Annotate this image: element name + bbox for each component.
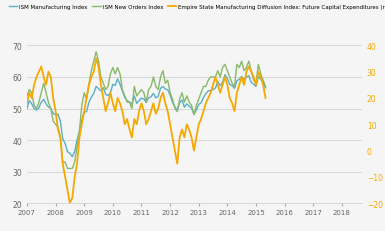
ISM New Orders Index: [208, 76, 213, 79]
Empire State Manufacturing Diffusion Index: Future Capital Expenditures (right): (2.01e+03, 28): Future Capital Expenditures (right): (2.…: [41, 76, 46, 79]
Empire State Manufacturing Diffusion Index: Future Capital Expenditures (right): (2.01e+03, 18): Future Capital Expenditures (right): (2.…: [25, 102, 29, 105]
Empire State Manufacturing Diffusion Index: Future Capital Expenditures (right): (2.02e+03, 20): Future Capital Expenditures (right): (2.…: [263, 97, 268, 100]
Legend: ISM Manufacturing Index, ISM New Orders Index, Empire State Manufacturing Diffus: ISM Manufacturing Index, ISM New Orders …: [7, 3, 385, 12]
ISM New Orders Index: [65, 167, 70, 170]
ISM New Orders Index: [196, 98, 201, 101]
Empire State Manufacturing Diffusion Index: Future Capital Expenditures (right): (2.01e+03, 35): Future Capital Expenditures (right): (2.…: [94, 58, 99, 61]
ISM New Orders Index: [172, 108, 177, 110]
ISM Manufacturing Index: [25, 108, 29, 110]
ISM Manufacturing Index: [137, 100, 141, 103]
ISM Manufacturing Index: [194, 109, 199, 112]
Empire State Manufacturing Diffusion Index: Future Capital Expenditures (right): (2.01e+03, -20): Future Capital Expenditures (right): (2.…: [68, 202, 72, 205]
Empire State Manufacturing Diffusion Index: Future Capital Expenditures (right): (2.01e+03, 18): Future Capital Expenditures (right): (2.…: [139, 102, 144, 105]
ISM New Orders Index: [139, 89, 144, 91]
ISM Manufacturing Index: [206, 90, 211, 93]
ISM New Orders Index: [25, 95, 29, 98]
ISM New Orders Index: [87, 82, 91, 85]
ISM New Orders Index: [94, 51, 99, 54]
Empire State Manufacturing Diffusion Index: Future Capital Expenditures (right): (2.01e+03, 22): Future Capital Expenditures (right): (2.…: [208, 92, 213, 95]
Line: ISM New Orders Index: ISM New Orders Index: [27, 52, 266, 169]
ISM Manufacturing Index: [87, 101, 91, 104]
Empire State Manufacturing Diffusion Index: Future Capital Expenditures (right): (2.01e+03, 10): Future Capital Expenditures (right): (2.…: [196, 123, 201, 126]
Empire State Manufacturing Diffusion Index: Future Capital Expenditures (right): (2.01e+03, 0): Future Capital Expenditures (right): (2.…: [172, 149, 177, 152]
Line: Empire State Manufacturing Diffusion Index: Future Capital Expenditures (right): Empire State Manufacturing Diffusion Ind…: [27, 59, 266, 203]
Line: ISM Manufacturing Index: ISM Manufacturing Index: [27, 75, 266, 157]
Empire State Manufacturing Diffusion Index: Future Capital Expenditures (right): (2.01e+03, 25): Future Capital Expenditures (right): (2.…: [87, 84, 91, 87]
ISM New Orders Index: [41, 82, 46, 85]
ISM Manufacturing Index: [263, 87, 268, 90]
ISM Manufacturing Index: [70, 156, 75, 158]
ISM Manufacturing Index: [170, 101, 175, 104]
ISM Manufacturing Index: [41, 99, 46, 101]
ISM Manufacturing Index: [223, 74, 227, 77]
ISM New Orders Index: [263, 86, 268, 88]
